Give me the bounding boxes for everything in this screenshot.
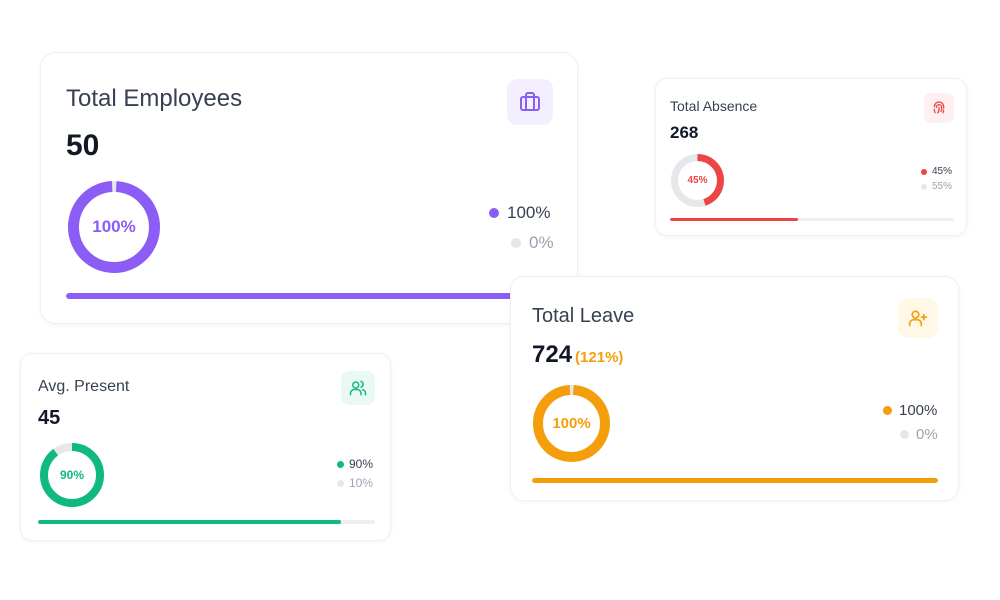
card-icon-button[interactable] [341, 371, 375, 405]
legend-label: 45% [932, 166, 953, 177]
donut-ring [671, 154, 724, 207]
card-value: 724 (121%) [532, 341, 623, 369]
legend-item-secondary: 55% [921, 181, 952, 192]
card-icon-button[interactable] [898, 298, 938, 338]
legend-item-primary: 90% [337, 457, 373, 471]
legend-dot [337, 479, 344, 487]
progress-bar [66, 293, 554, 299]
legend-dot [921, 183, 927, 190]
legend-label: 10% [349, 476, 374, 490]
progress-fill [66, 293, 554, 299]
legend-dot [921, 168, 927, 175]
fingerprint-icon [933, 101, 945, 114]
card-icon-button[interactable] [507, 79, 553, 125]
legend-label: 55% [932, 181, 953, 192]
donut-ring [68, 181, 160, 273]
progress-bar [670, 218, 954, 221]
legend-item-primary: 100% [489, 203, 554, 223]
legend-dot [489, 208, 499, 218]
user-plus-icon [908, 310, 928, 327]
card-title: Avg. Present [38, 378, 130, 395]
legend-dot [337, 460, 344, 468]
legend-label: 90% [349, 457, 374, 471]
donut-ring [533, 385, 610, 462]
card-title: Total Absence [670, 98, 758, 114]
donut-arc [40, 443, 104, 507]
legend-dot [511, 238, 521, 248]
legend-label: 100% [507, 203, 551, 222]
donut-chart: 100% [533, 385, 610, 462]
legend-item-secondary: 0% [489, 233, 554, 253]
legend-item-primary: 100% [883, 402, 938, 419]
legend-item-secondary: 10% [337, 476, 373, 490]
card-value: 268 [670, 123, 699, 142]
card-avg-present: Avg. Present 45 90% 90% 10% [20, 353, 391, 541]
donut-arc [533, 385, 610, 462]
legend-item-secondary: 0% [883, 426, 938, 443]
legend: 100% 0% [489, 203, 554, 253]
progress-bar [532, 478, 938, 483]
card-value-change: (121%) [575, 349, 624, 366]
donut-percent-label: 45% [687, 175, 708, 186]
users-icon [349, 380, 367, 396]
card-icon-button[interactable] [924, 93, 954, 123]
donut-chart: 90% [40, 443, 104, 507]
progress-bar [38, 520, 375, 524]
donut-chart: 100% [68, 181, 160, 273]
card-total-absence: Total Absence 268 45% 45% 55% [655, 78, 967, 236]
card-value: 50 [66, 129, 100, 162]
progress-fill [670, 218, 798, 221]
donut-arc [671, 154, 724, 207]
progress-fill [38, 520, 342, 524]
legend-dot [900, 430, 909, 439]
card-total-employees: Total Employees 50 100% 100% 0% [40, 52, 578, 324]
legend: 90% 10% [337, 457, 373, 490]
legend-label: 0% [529, 233, 554, 252]
donut-chart: 45% [671, 154, 724, 207]
card-title: Total Leave [532, 305, 635, 327]
legend-label: 100% [899, 402, 938, 419]
card-total-leave: Total Leave 724 (121%) 100% 100% 0% [510, 276, 959, 501]
legend-label: 0% [916, 426, 938, 443]
donut-arc [68, 181, 160, 273]
donut-percent-label: 90% [59, 468, 85, 482]
card-title: Total Employees [66, 85, 243, 112]
briefcase-icon [520, 92, 540, 111]
legend-item-primary: 45% [921, 166, 952, 177]
progress-fill [532, 478, 938, 483]
donut-percent-label: 100% [92, 217, 136, 236]
card-value: 45 [38, 407, 61, 429]
card-value-number: 724 [532, 341, 573, 368]
legend: 45% 55% [921, 166, 952, 192]
legend: 100% 0% [883, 402, 938, 443]
legend-dot [883, 406, 892, 415]
donut-percent-label: 100% [552, 415, 591, 432]
donut-ring [40, 443, 104, 507]
